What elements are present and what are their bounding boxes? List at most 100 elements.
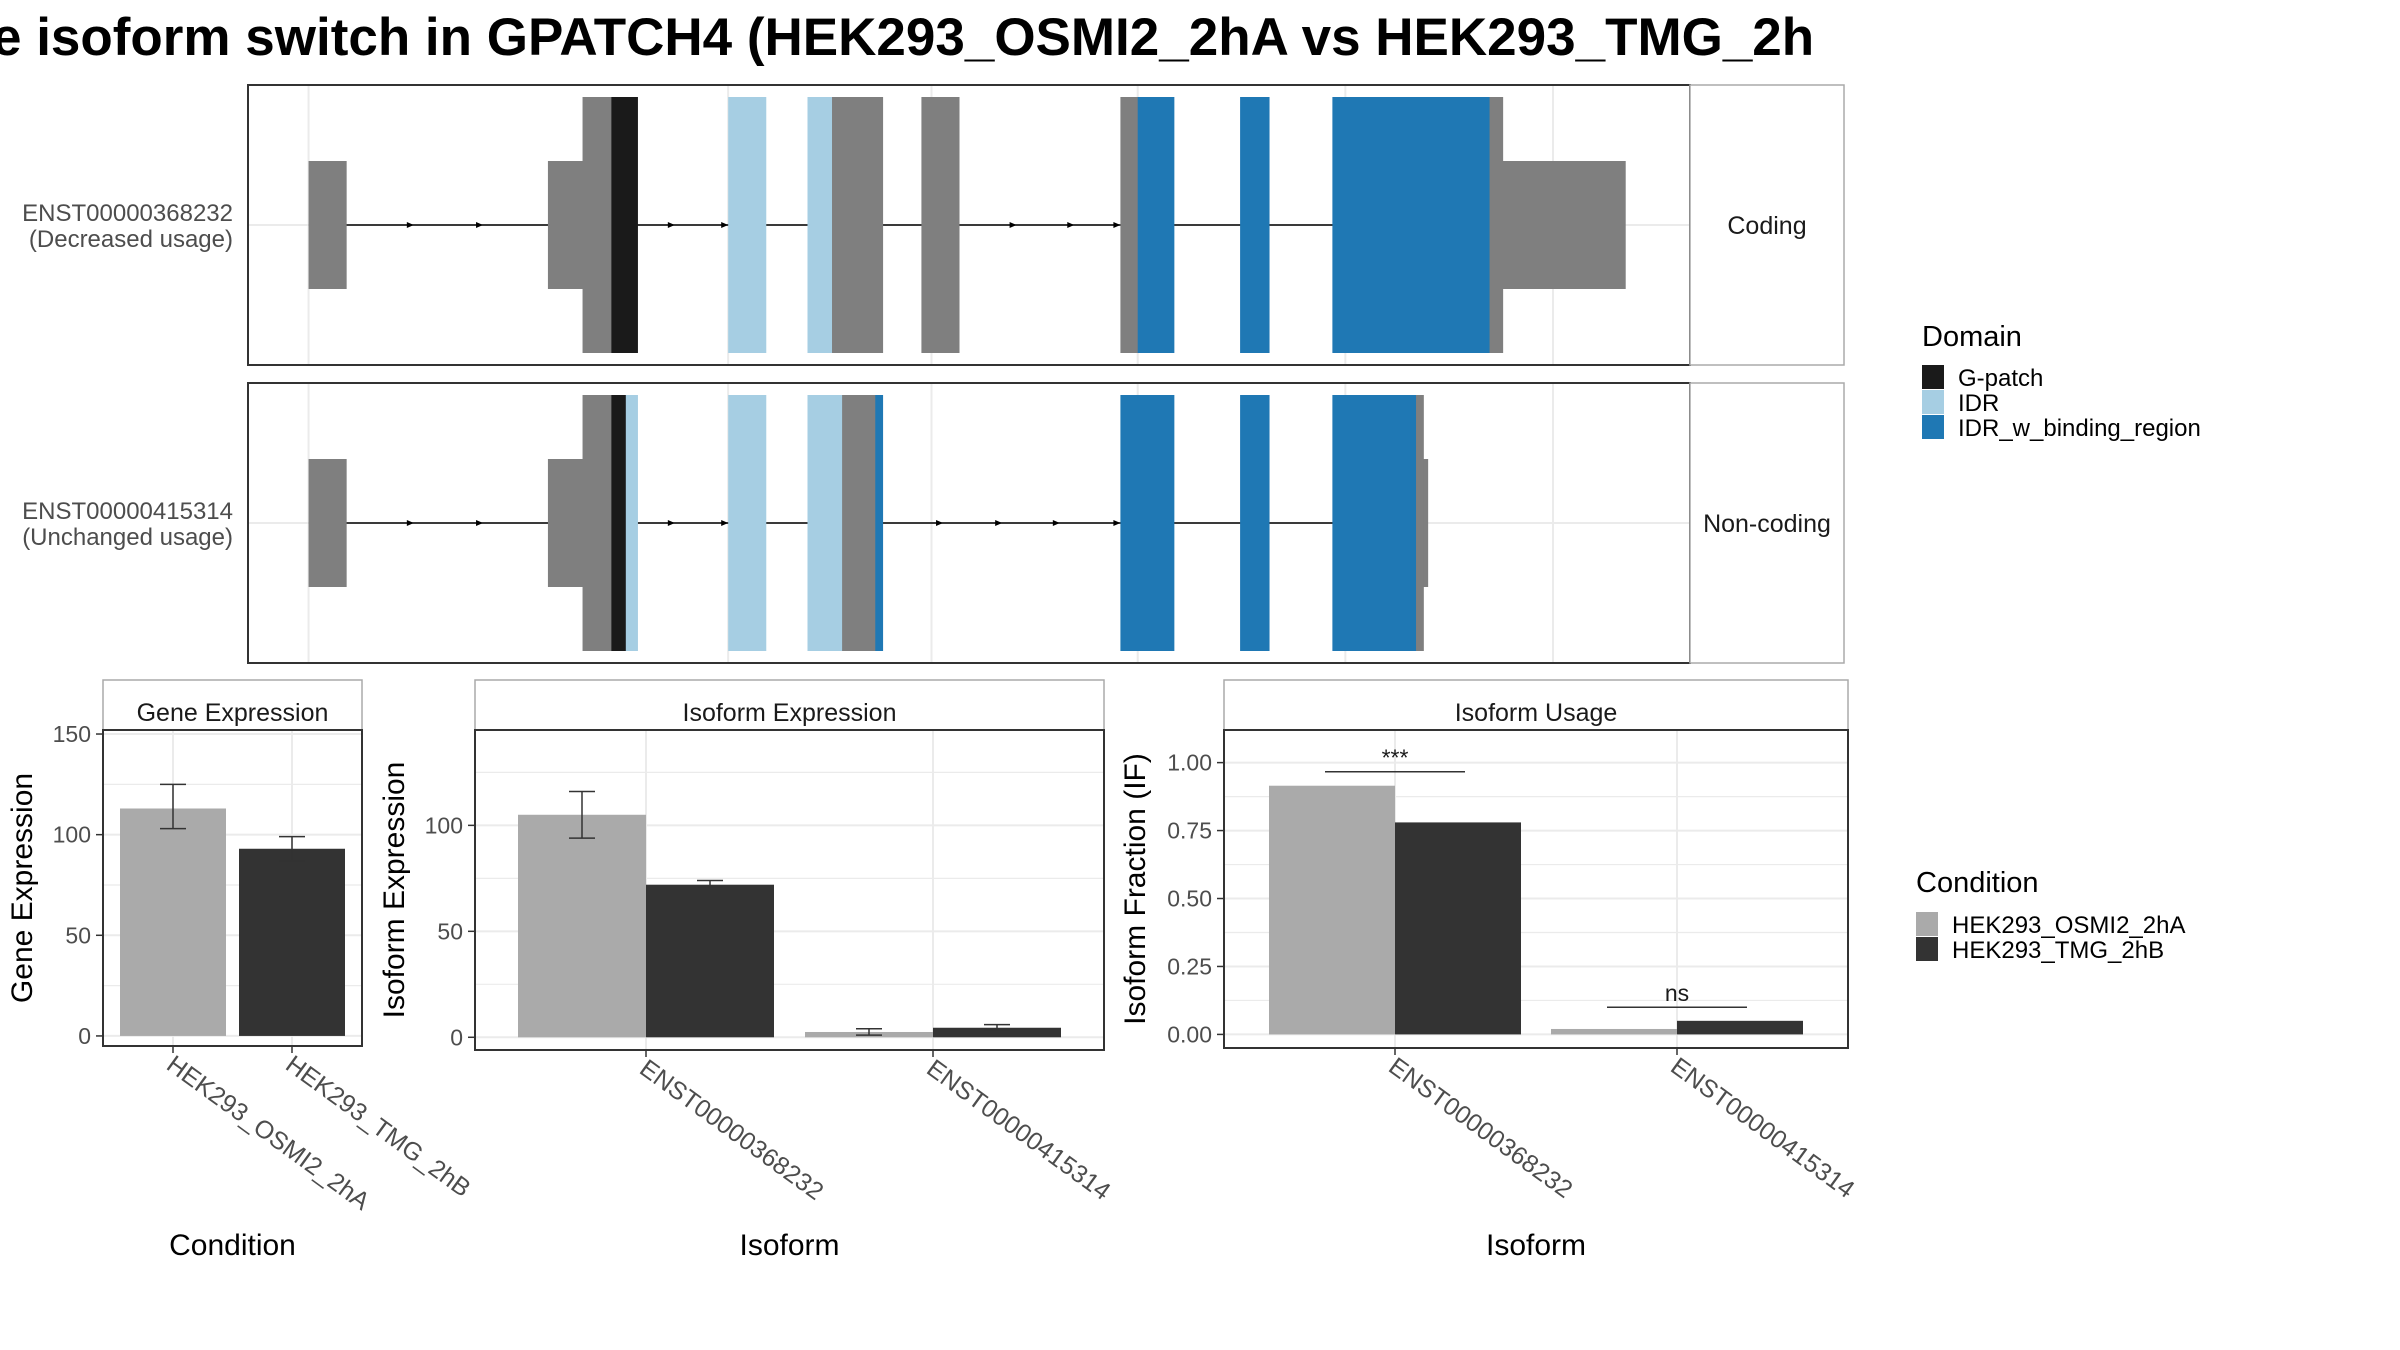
bar bbox=[1677, 1020, 1803, 1035]
direction-arrow bbox=[406, 222, 414, 228]
panel-title: Gene Expression bbox=[137, 699, 329, 727]
exon bbox=[547, 459, 584, 587]
bar bbox=[1395, 822, 1521, 1035]
legend-label: HEK293_OSMI2_2hA bbox=[1952, 912, 2185, 939]
domain-exon bbox=[1137, 97, 1175, 353]
panel-border bbox=[1223, 729, 1849, 1049]
transcript-usage-label: (Unchanged usage) bbox=[22, 524, 233, 551]
significance-label: *** bbox=[1382, 745, 1409, 771]
y-tick-label: 100 bbox=[425, 812, 463, 838]
y-tick-label: 150 bbox=[53, 721, 91, 747]
y-tick-label: 50 bbox=[65, 922, 91, 948]
transcript-usage-label: (Decreased usage) bbox=[29, 226, 233, 253]
legend-label: IDR_w_binding_region bbox=[1958, 415, 2201, 442]
bar bbox=[518, 814, 646, 1038]
direction-arrow bbox=[1052, 520, 1060, 526]
legend-key bbox=[1922, 415, 1944, 439]
direction-arrow bbox=[476, 222, 484, 228]
bar-chart-panel: Isoform Usage *** ns 0.00 0.25 0.50 0.75 1.00 EN… bbox=[1119, 679, 1860, 1262]
transcript-id-label: ENST00000415314 bbox=[22, 498, 233, 525]
exon bbox=[1423, 459, 1429, 587]
x-axis-title: Condition bbox=[169, 1229, 296, 1262]
facet-strip bbox=[474, 679, 1105, 731]
domain-exon bbox=[1240, 395, 1270, 651]
x-axis-title: Isoform bbox=[739, 1229, 839, 1262]
transcript-panel: Non-coding ENST00000415314(Unchanged usag… bbox=[22, 382, 1845, 664]
bar bbox=[646, 884, 774, 1038]
domain-exon bbox=[1240, 97, 1270, 353]
coding-label: Coding bbox=[1727, 212, 1806, 240]
legend-label: IDR bbox=[1958, 390, 1999, 417]
y-tick-label: 0.00 bbox=[1167, 1021, 1212, 1047]
domain-exon bbox=[1332, 395, 1417, 651]
domain-exon bbox=[875, 395, 884, 651]
domain-legend-title: Domain bbox=[1922, 321, 2022, 353]
bar-chart-panel: Isoform Expression 0 50 100 ENST00000368232 E… bbox=[378, 679, 1116, 1262]
direction-arrow bbox=[1113, 222, 1121, 228]
x-tick-label: HEK293_OSMI2_2hA bbox=[161, 1050, 374, 1216]
bar bbox=[1269, 785, 1395, 1035]
legend-key bbox=[1922, 390, 1944, 414]
bar-chart-panels: Gene Expression 0 50 100 150 HEK293_OSMI2_2hA… bbox=[6, 679, 1860, 1262]
domain-exon bbox=[625, 395, 638, 651]
y-tick-label: 1.00 bbox=[1167, 750, 1212, 776]
exon bbox=[547, 161, 584, 289]
direction-arrow bbox=[1009, 222, 1017, 228]
domain-exon bbox=[728, 395, 767, 651]
transcript-id-label: ENST00000368232 bbox=[22, 200, 233, 227]
x-axis-title: Isoform bbox=[1486, 1229, 1586, 1262]
exon bbox=[921, 97, 960, 353]
exon bbox=[308, 459, 347, 587]
x-tick-label: ENST00000415314 bbox=[1665, 1052, 1859, 1204]
direction-arrow bbox=[1067, 222, 1075, 228]
direction-arrow bbox=[995, 520, 1003, 526]
facet-strip bbox=[1689, 84, 1845, 366]
domain-exon bbox=[807, 97, 833, 353]
y-axis-title: Gene Expression bbox=[6, 773, 39, 1003]
direction-arrow bbox=[667, 520, 675, 526]
exon bbox=[1120, 97, 1139, 353]
y-axis-title: Isoform Expression bbox=[378, 762, 411, 1019]
facet-strip bbox=[102, 679, 363, 731]
significance-label: ns bbox=[1665, 980, 1689, 1006]
y-tick-label: 0 bbox=[450, 1024, 463, 1050]
transcript-panel: Coding ENST00000368232(Decreased usage) bbox=[22, 84, 1845, 366]
exon bbox=[832, 97, 884, 353]
panel-border bbox=[474, 729, 1105, 1051]
transcript-structure-panels: Coding ENST00000368232(Decreased usage) No… bbox=[22, 84, 1845, 664]
bar bbox=[120, 808, 226, 1036]
exon bbox=[308, 161, 347, 289]
domain-exon bbox=[728, 97, 767, 353]
exon bbox=[1489, 97, 1504, 353]
domain-exon bbox=[807, 395, 843, 651]
panel-title: Isoform Expression bbox=[683, 699, 897, 727]
direction-arrow bbox=[1113, 520, 1121, 526]
direction-arrow bbox=[721, 222, 729, 228]
direction-arrow bbox=[721, 520, 729, 526]
y-axis-title: Isoform Fraction (IF) bbox=[1119, 753, 1152, 1025]
panel-border bbox=[102, 729, 363, 1047]
legend-key bbox=[1916, 937, 1938, 961]
y-tick-label: 0.50 bbox=[1167, 886, 1212, 912]
facet-strip bbox=[1223, 679, 1849, 731]
facet-strip bbox=[1689, 382, 1845, 664]
y-tick-label: 100 bbox=[53, 822, 91, 848]
exon bbox=[1416, 395, 1424, 651]
y-tick-label: 0.25 bbox=[1167, 953, 1212, 979]
direction-arrow bbox=[476, 520, 484, 526]
y-tick-label: 0.75 bbox=[1167, 818, 1212, 844]
y-tick-label: 0 bbox=[78, 1023, 91, 1049]
exon bbox=[582, 97, 612, 353]
figure-title: e isoform switch in GPATCH4 (HEK293_OSMI… bbox=[0, 8, 1814, 67]
legend-key bbox=[1922, 365, 1944, 389]
exon bbox=[842, 395, 876, 651]
exon bbox=[582, 395, 612, 651]
domain-exon bbox=[1120, 395, 1175, 651]
x-tick-label: ENST00000415314 bbox=[921, 1054, 1115, 1206]
condition-legend-title: Condition bbox=[1916, 867, 2039, 899]
bar bbox=[239, 848, 345, 1036]
bar bbox=[1551, 1028, 1677, 1035]
